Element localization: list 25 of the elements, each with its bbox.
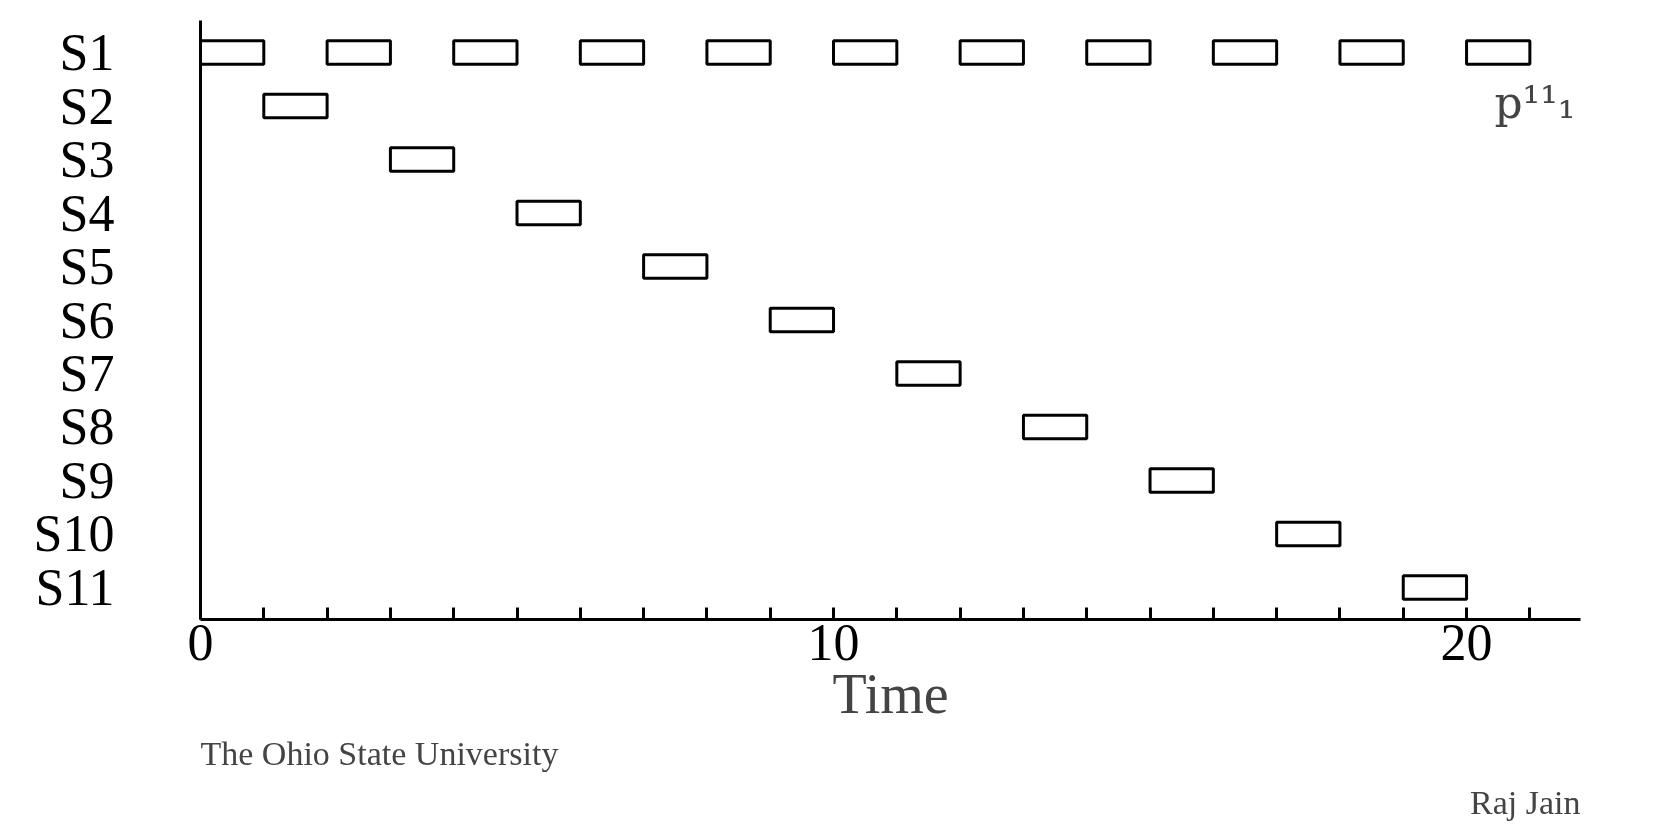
- bar: [388, 146, 456, 173]
- bar: [1021, 413, 1089, 441]
- bar: [578, 39, 646, 66]
- bar: [895, 360, 962, 387]
- bar: [958, 39, 1025, 66]
- text: Raj Jain: [1470, 783, 1581, 821]
- bar: [1465, 39, 1532, 66]
- bar: [262, 92, 329, 120]
- bar: [832, 39, 899, 66]
- annotation: p¹¹₁: [1494, 77, 1576, 129]
- bar: [705, 39, 772, 66]
- bar: [642, 253, 709, 280]
- x-tick-label: 0: [187, 613, 214, 671]
- bar: [1401, 574, 1469, 601]
- bar: [1211, 39, 1279, 66]
- bar: [452, 39, 519, 66]
- text: The Ohio State University: [200, 734, 559, 772]
- x-tick-label: 20: [1440, 613, 1493, 671]
- bar: [515, 199, 582, 227]
- bar: [1338, 39, 1405, 66]
- bar: [325, 39, 392, 66]
- bar: [1148, 467, 1215, 494]
- bar: [1085, 39, 1152, 66]
- bar: [1275, 520, 1342, 548]
- bar: [768, 306, 836, 334]
